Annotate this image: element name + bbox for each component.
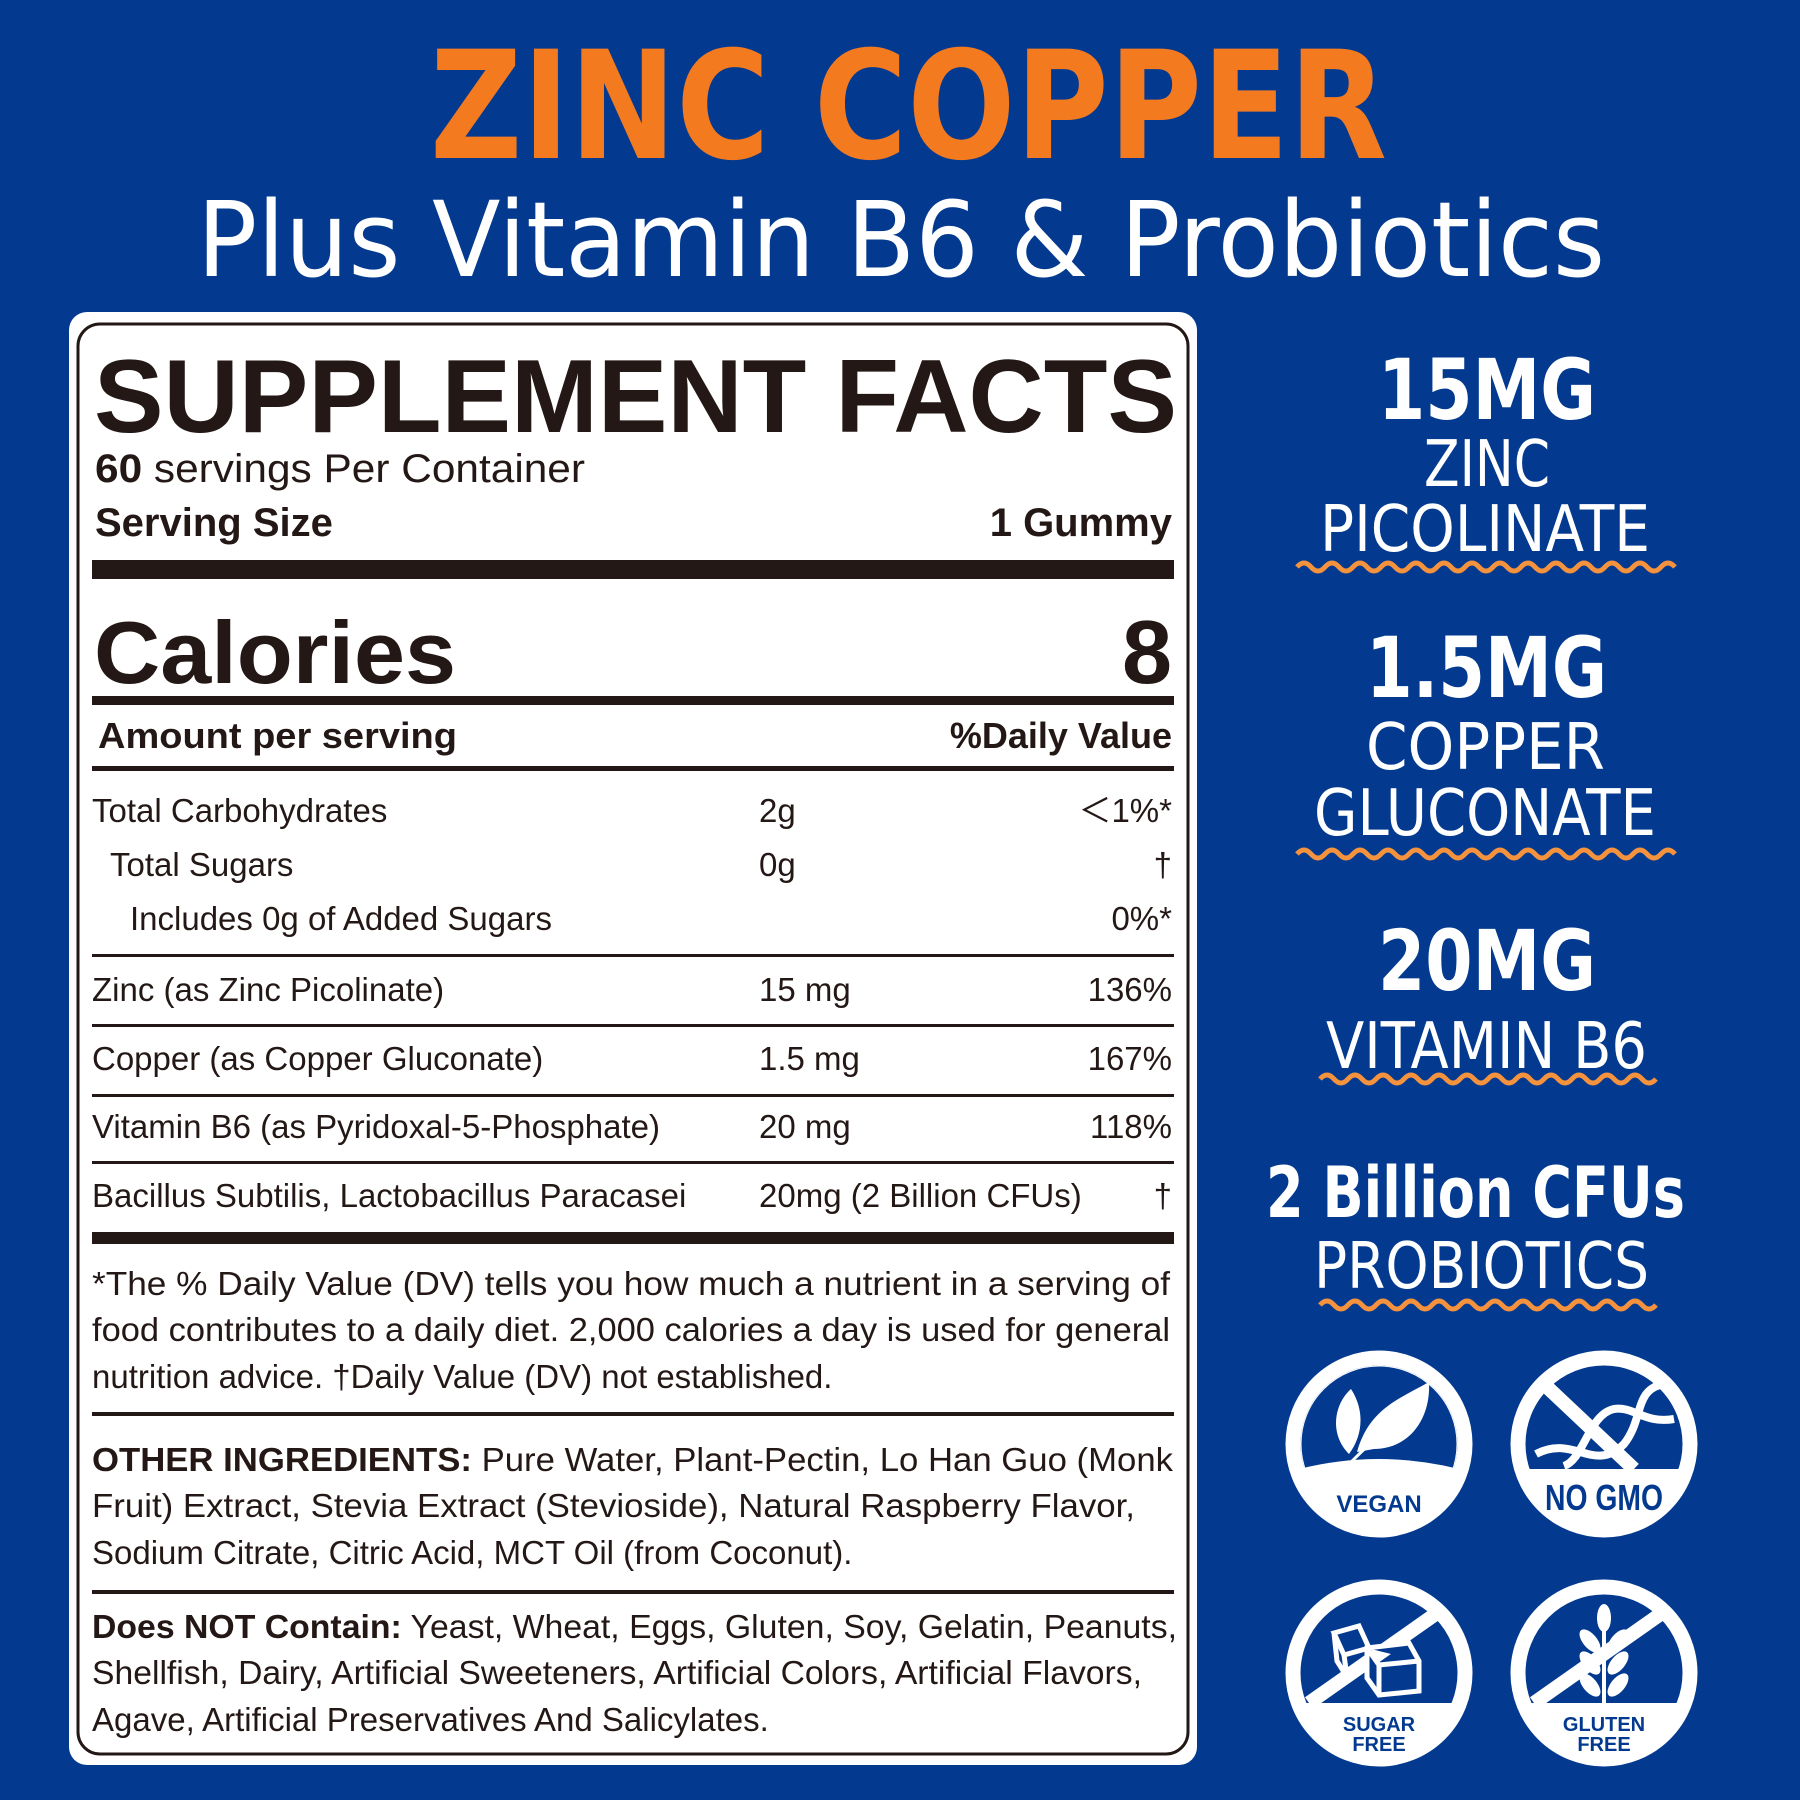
wheat-crossed-icon [1579, 1604, 1629, 1708]
highlight-label: COPPER [1366, 711, 1605, 785]
other-ingredients-line: Sodium Citrate, Citric Acid, MCT Oil (fr… [92, 1534, 852, 1571]
thick-divider [92, 1232, 1174, 1244]
badge-label: SUGAR [1343, 1714, 1416, 1736]
footnote-line: *The % Daily Value (DV) tells you how mu… [92, 1265, 1171, 1302]
nutrient-daily-value: † [1154, 1177, 1172, 1214]
dna-crossed-icon [1534, 1380, 1675, 1470]
nutrient-amount: 2g [759, 792, 796, 829]
badge-label: FREE [1352, 1734, 1405, 1756]
badge-label: GLUTEN [1563, 1714, 1645, 1736]
no-gmo-badge: NO GMO [1510, 1350, 1698, 1538]
badges: VEGAN NO GMO SUGAR FREE [1285, 1350, 1698, 1767]
divider [92, 766, 1174, 771]
nutrient-amount: 0g [759, 846, 796, 883]
highlight-label: PROBIOTICS [1314, 1230, 1649, 1304]
highlights: 15MG ZINC PICOLINATE 1.5MG COPPER GLUCON… [1266, 341, 1685, 1312]
does-not-contain-line: Agave, Artificial Preservatives And Sali… [92, 1701, 769, 1738]
calories-label: Calories [94, 603, 456, 702]
divider [92, 696, 1174, 705]
serving-size-value: 1 Gummy [990, 501, 1173, 545]
vegan-badge: VEGAN [1285, 1350, 1473, 1538]
highlight-amount: 20MG [1378, 912, 1596, 1010]
nutrient-amount: 1.5 mg [759, 1040, 860, 1077]
badge-label: FREE [1577, 1734, 1630, 1756]
amount-per-serving-header: Amount per serving [98, 715, 457, 756]
highlight-label: PICOLINATE [1320, 493, 1650, 567]
badge-label: NO GMO [1545, 1477, 1663, 1518]
wave-underline [1295, 560, 1677, 574]
nutrient-daily-value: 136% [1088, 971, 1172, 1008]
supplement-facts-label: SUPPLEMENT FACTS 60 servings Per Contain… [69, 312, 1197, 1765]
nutrient-row: Zinc (as Zinc Picolinate) 15 mg 136% [92, 971, 1172, 1008]
wave-underline [1295, 847, 1677, 861]
sugar-free-badge: SUGAR FREE [1285, 1579, 1473, 1767]
highlight-amount: 2 Billion CFUs [1266, 1152, 1685, 1234]
footnote-line: food contributes to a daily diet. 2,000 … [92, 1311, 1170, 1348]
nutrient-name: Bacillus Subtilis, Lactobacillus Paracas… [92, 1177, 686, 1214]
product-title: ZINC COPPER [430, 20, 1387, 194]
row-divider [92, 954, 1174, 957]
nutrient-name: Zinc (as Zinc Picolinate) [92, 971, 444, 1008]
other-ingredients: OTHER INGREDIENTS: Pure Water, Plant-Pec… [92, 1441, 1174, 1571]
sugar-cubes-crossed-icon [1330, 1623, 1422, 1698]
nutrient-name: Total Sugars [110, 846, 293, 883]
product-subtitle: Plus Vitamin B6 & Probiotics [197, 179, 1605, 301]
label-border [76, 322, 1190, 1756]
does-not-contain: Does NOT Contain: Yeast, Wheat, Eggs, Gl… [92, 1608, 1177, 1738]
nutrient-row: Bacillus Subtilis, Lactobacillus Paracas… [92, 1177, 1172, 1214]
wave-underline [1318, 1298, 1658, 1312]
nutrient-name: Vitamin B6 (as Pyridoxal-5-Phosphate) [92, 1108, 660, 1145]
highlight-label: ZINC [1424, 428, 1550, 502]
nutrient-row: Total Carbohydrates 2g ＜1%* [92, 792, 1172, 829]
row-divider [92, 1094, 1174, 1097]
divider [92, 1590, 1174, 1594]
nutrient-daily-value: ＜1%* [1078, 792, 1172, 829]
label-card [69, 312, 1197, 1765]
nutrient-name: Total Carbohydrates [92, 792, 387, 829]
row-divider [92, 1024, 1174, 1027]
footnote-line: nutrition advice. †Daily Value (DV) not … [92, 1358, 832, 1395]
other-ingredients-line: OTHER INGREDIENTS: Pure Water, Plant-Pec… [92, 1441, 1174, 1478]
nutrient-daily-value: 0%* [1111, 900, 1172, 937]
gluten-free-badge: GLUTEN FREE [1510, 1579, 1698, 1767]
nutrient-name: Includes 0g of Added Sugars [130, 900, 552, 937]
nutrient-amount: 20mg (2 Billion CFUs) [759, 1177, 1082, 1214]
highlight-amount: 1.5MG [1366, 619, 1607, 717]
nutrient-amount: 20 mg [759, 1108, 851, 1145]
nutrient-name: Copper (as Copper Gluconate) [92, 1040, 543, 1077]
wave-underline [1318, 1072, 1658, 1086]
does-not-contain-line: Does NOT Contain: Yeast, Wheat, Eggs, Gl… [92, 1608, 1177, 1645]
thick-divider [92, 560, 1174, 579]
calories-value: 8 [1122, 603, 1172, 703]
nutrient-daily-value: 118% [1090, 1108, 1172, 1145]
row-divider [92, 1161, 1174, 1164]
nutrient-rows: Total Carbohydrates 2g ＜1%* Total Sugars 0g †… [92, 792, 1174, 1214]
other-ingredients-line: Fruit) Extract, Stevia Extract (Steviosi… [92, 1487, 1135, 1524]
daily-value-header: %Daily Value [950, 715, 1172, 756]
badge-label: VEGAN [1336, 1491, 1421, 1518]
highlight-amount: 15MG [1378, 341, 1596, 439]
facts-heading: SUPPLEMENT FACTS [94, 339, 1177, 455]
highlight-label: GLUCONATE [1314, 777, 1656, 851]
footnote: *The % Daily Value (DV) tells you how mu… [92, 1265, 1171, 1395]
serving-size-label: Serving Size [95, 501, 333, 545]
nutrient-daily-value: † [1154, 846, 1172, 883]
nutrient-row: Total Sugars 0g † [110, 846, 1172, 883]
nutrient-row: Includes 0g of Added Sugars 0%* [130, 900, 1172, 937]
divider [92, 1412, 1174, 1416]
leaf-icon [1336, 1382, 1430, 1468]
nutrient-row: Vitamin B6 (as Pyridoxal-5-Phosphate) 20 … [92, 1108, 1172, 1145]
does-not-contain-line: Shellfish, Dairy, Artificial Sweeteners,… [92, 1654, 1142, 1691]
nutrient-row: Copper (as Copper Gluconate) 1.5 mg 167% [92, 1040, 1172, 1077]
nutrient-amount: 15 mg [759, 971, 851, 1008]
servings-per-container: 60 servings Per Container [95, 447, 585, 491]
highlight-label: VITAMIN B6 [1326, 1010, 1647, 1084]
nutrient-daily-value: 167% [1088, 1040, 1172, 1077]
